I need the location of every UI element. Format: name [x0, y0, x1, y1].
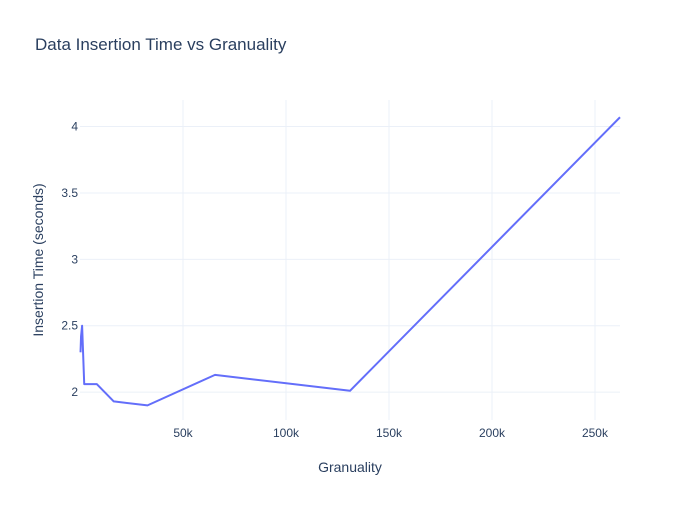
y-axis-ticks: 2 2.5 3 3.5 4 [61, 120, 78, 400]
y-tick-label: 3 [71, 252, 78, 266]
series-layer [79, 116, 621, 407]
x-tick-label: 250k [582, 426, 609, 440]
x-tick-label: 50k [173, 426, 193, 440]
y-tick-label: 2 [71, 385, 78, 399]
y-tick-label: 2.5 [61, 319, 78, 333]
x-axis-title: Granuality [318, 459, 382, 475]
y-tick-label: 3.5 [61, 186, 78, 200]
grid [80, 100, 620, 420]
x-tick-label: 150k [376, 426, 403, 440]
y-tick-label: 4 [71, 120, 78, 134]
x-tick-label: 100k [273, 426, 300, 440]
chart-title: Data Insertion Time vs Granuality [35, 35, 287, 54]
series-line-0 [79, 116, 621, 407]
y-axis-title: Insertion Time (seconds) [30, 183, 46, 336]
x-tick-label: 200k [479, 426, 506, 440]
x-axis-ticks: 50k 100k 150k 200k 250k [173, 426, 609, 440]
